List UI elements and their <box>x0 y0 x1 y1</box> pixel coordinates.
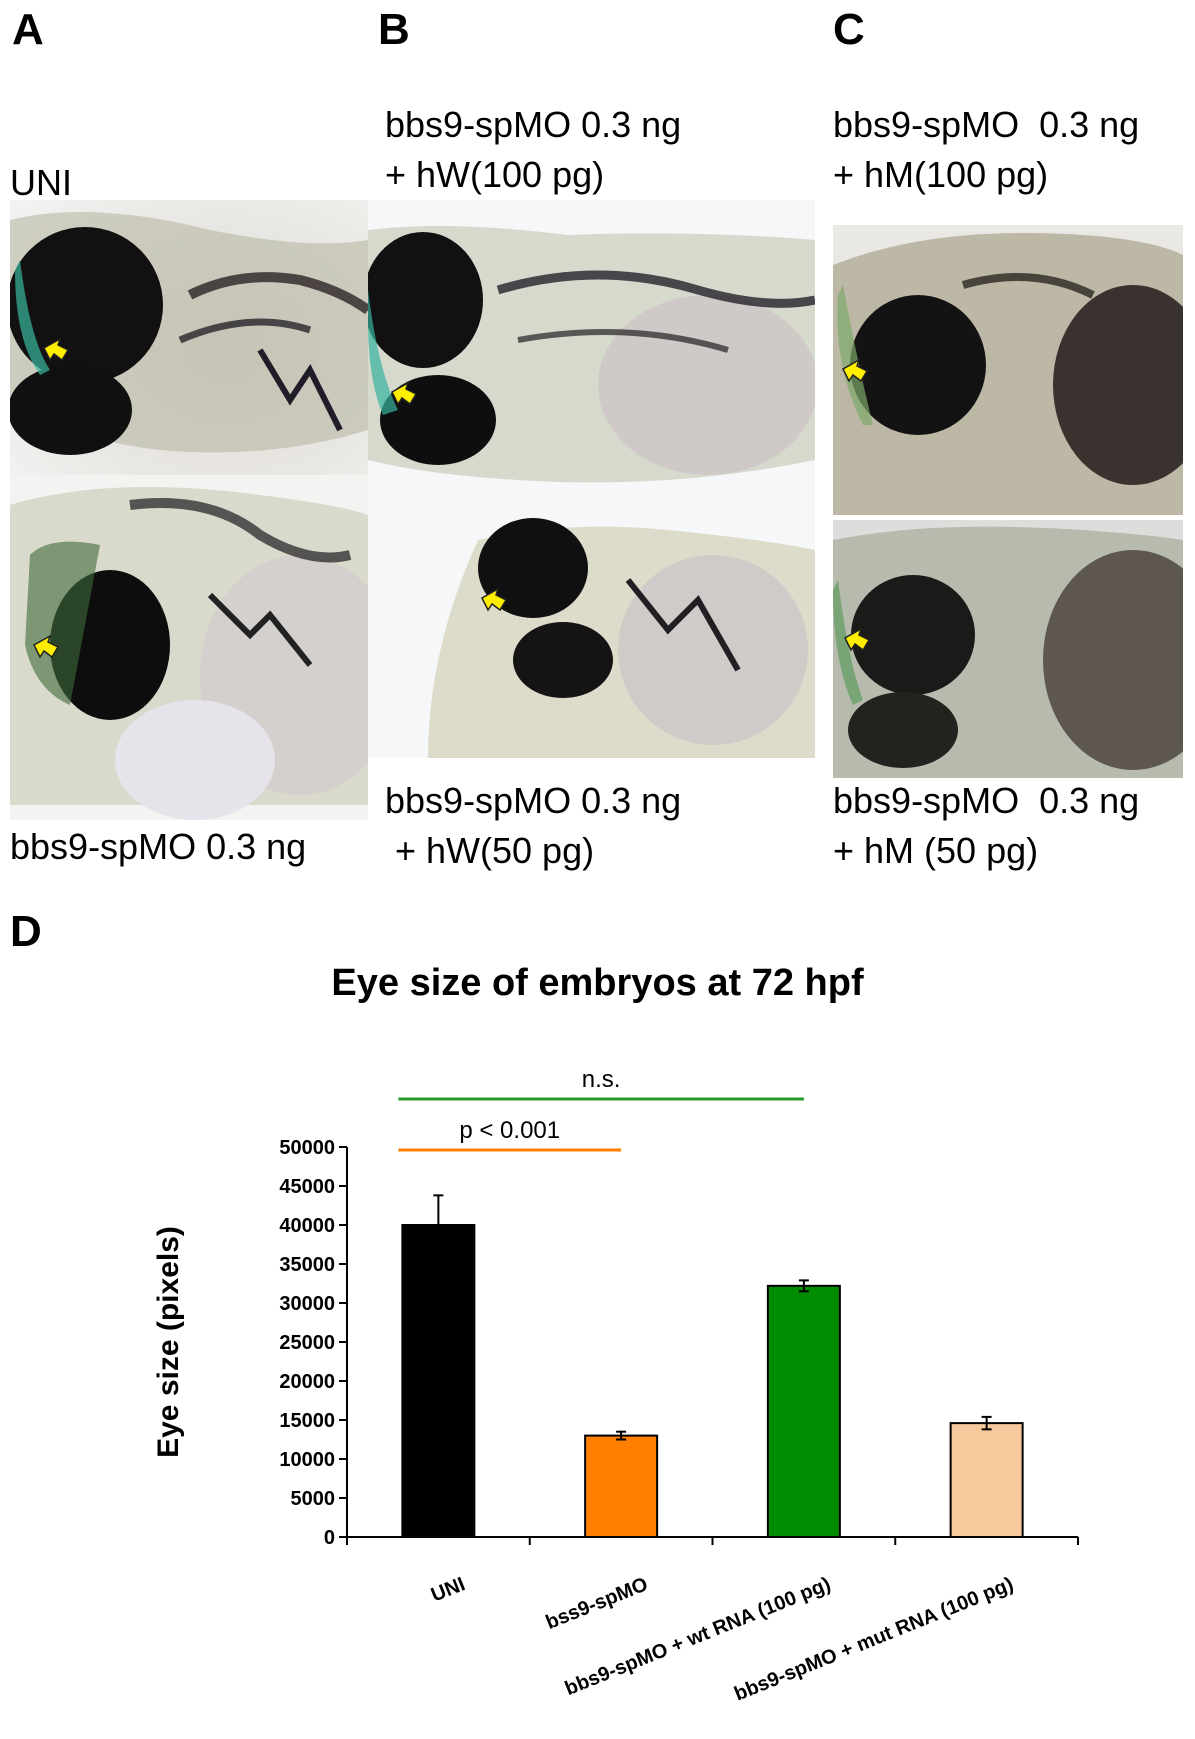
bar <box>949 1422 1024 1538</box>
panel-label-c: C <box>833 5 865 54</box>
y-tick-label: 25000 <box>279 1332 335 1354</box>
y-axis-label: Eye size (pixels) <box>152 1226 185 1458</box>
panel-b-top-caption-line2: + hW(100 pg) <box>385 154 605 195</box>
y-tick-label: 15000 <box>279 1410 335 1432</box>
micrograph-c-mut-100 <box>833 225 1183 515</box>
panel-b-bottom-caption-line2: + hW(50 pg) <box>385 830 595 871</box>
panel-a-top-caption: UNI <box>10 162 72 203</box>
micrograph-a-morphant <box>10 475 368 820</box>
panel-b-top-caption-line1: bbs9-spMO 0.3 ng <box>385 104 682 145</box>
y-tick-label: 10000 <box>279 1449 335 1471</box>
panel-a-bottom-caption: bbs9-spMO 0.3 ng <box>10 826 307 867</box>
arrow-icon <box>43 337 70 362</box>
panel-c-top-caption-line2: + hM(100 pg) <box>833 154 1049 195</box>
arrow-icon <box>481 587 508 612</box>
micrograph-b-wt-rescue <box>368 200 815 758</box>
y-tick-label: 40000 <box>279 1215 335 1237</box>
panel-c-bottom-caption-line1: bbs9-spMO 0.3 ng <box>833 780 1140 821</box>
micrograph-a-uninjected <box>10 200 368 475</box>
y-tick-label: 5000 <box>291 1488 336 1510</box>
chart-title: Eye size of embryos at 72 hpf <box>331 962 864 1004</box>
panel-c-top-caption-line1: bbs9-spMO 0.3 ng <box>833 104 1140 145</box>
y-tick-label: 35000 <box>279 1254 335 1276</box>
panel-c-bottom-caption-line2: + hM (50 pg) <box>833 830 1039 871</box>
arrow-icon <box>33 634 60 659</box>
y-tick-label: 50000 <box>279 1137 335 1159</box>
panel-label-a: A <box>12 5 44 54</box>
bar <box>584 1434 659 1538</box>
arrow-icon <box>844 627 871 652</box>
arrow-icon <box>842 358 869 383</box>
category-label: bss9-spMO <box>543 1573 651 1634</box>
category-label: UNI <box>428 1573 468 1606</box>
y-tick-label: 20000 <box>279 1371 335 1393</box>
arrow-icon <box>391 381 418 406</box>
bar <box>401 1224 476 1538</box>
micrograph-c-mut-50 <box>833 520 1183 778</box>
panel-label-d: D <box>10 907 42 956</box>
y-tick-label: 0 <box>324 1527 335 1549</box>
y-tick-label: 30000 <box>279 1293 335 1315</box>
significance-label: n.s. <box>582 1066 621 1093</box>
y-tick-label: 45000 <box>279 1176 335 1198</box>
panel-b-bottom-caption-line1: bbs9-spMO 0.3 ng <box>385 780 682 821</box>
panel-label-b: B <box>378 5 410 54</box>
significance-label: p < 0.001 <box>459 1117 560 1144</box>
eye-size-bar-chart: 0 5000 10000 15000 20000 25000 30000 35000 40000… <box>152 1066 1079 1706</box>
bar <box>766 1284 841 1538</box>
